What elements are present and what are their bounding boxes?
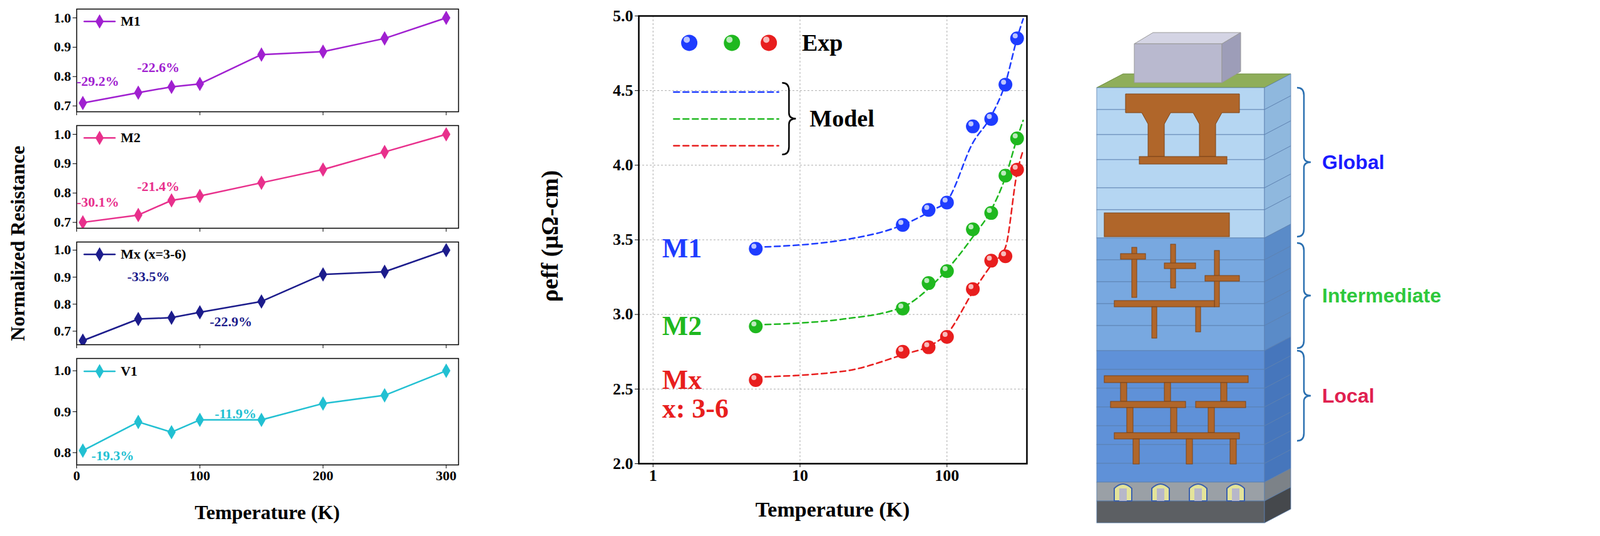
svg-text:-21.4%: -21.4% [137,178,180,195]
svg-text:M1: M1 [662,232,703,264]
svg-text:M1: M1 [120,13,141,29]
svg-text:0.8: 0.8 [53,296,72,312]
svg-text:100: 100 [934,466,959,485]
svg-text:0.8: 0.8 [53,444,72,461]
svg-text:0.7: 0.7 [53,323,72,339]
svg-text:2.0: 2.0 [612,454,634,473]
svg-text:1.0: 1.0 [53,10,72,26]
svg-text:Intermediate: Intermediate [1322,284,1442,307]
svg-text:-29.2%: -29.2% [76,73,120,89]
svg-text:0.7: 0.7 [53,214,72,230]
svg-text:-30.1%: -30.1% [76,194,120,210]
html-text:Temperature (K): Temperature (K) [194,500,340,524]
svg-text:1.0: 1.0 [53,126,72,143]
html-text:ρeff (μΩ-cm): ρeff (μΩ-cm) [536,170,563,302]
svg-text:0.9: 0.9 [53,155,72,171]
svg-text:200: 200 [312,467,334,484]
svg-text:1: 1 [649,466,658,485]
svg-text:0.9: 0.9 [53,38,72,55]
svg-text:0.9: 0.9 [53,269,72,285]
svg-text:-19.3%: -19.3% [91,447,134,464]
svg-text:4.0: 4.0 [612,155,634,175]
svg-text:Local: Local [1322,384,1375,407]
svg-text:0.8: 0.8 [53,184,72,201]
svg-text:3.0: 3.0 [612,304,634,324]
svg-text:Mx: Mx [662,364,703,395]
svg-text:5.0: 5.0 [612,6,634,26]
svg-text:-11.9%: -11.9% [214,405,257,422]
svg-text:Global: Global [1322,150,1385,174]
svg-text:Mx (x=3-6): Mx (x=3-6) [120,246,187,262]
svg-text:10: 10 [791,466,809,485]
svg-text:0.9: 0.9 [53,403,72,420]
svg-text:Exp: Exp [801,29,843,56]
html-text:Temperature (K): Temperature (K) [755,497,910,521]
svg-text:x: 3-6: x: 3-6 [662,393,729,424]
svg-text:-22.9%: -22.9% [209,313,253,330]
svg-text:0.7: 0.7 [53,97,72,114]
svg-text:100: 100 [189,467,211,484]
svg-text:0.8: 0.8 [53,68,72,84]
svg-text:V1: V1 [120,363,138,379]
svg-text:-22.6%: -22.6% [137,59,180,76]
svg-text:4.5: 4.5 [612,81,634,100]
svg-text:300: 300 [435,467,457,484]
svg-text:1.0: 1.0 [53,241,72,258]
svg-text:-33.5%: -33.5% [127,268,170,285]
html-text:Normalized Resistance: Normalized Resistance [5,145,29,341]
svg-text:3.5: 3.5 [612,230,634,249]
svg-text:0: 0 [73,467,81,484]
svg-text:1.0: 1.0 [53,362,72,379]
svg-text:2.5: 2.5 [612,379,634,399]
svg-text:Model: Model [809,105,874,132]
svg-text:M2: M2 [120,129,141,146]
svg-text:M2: M2 [662,310,703,342]
